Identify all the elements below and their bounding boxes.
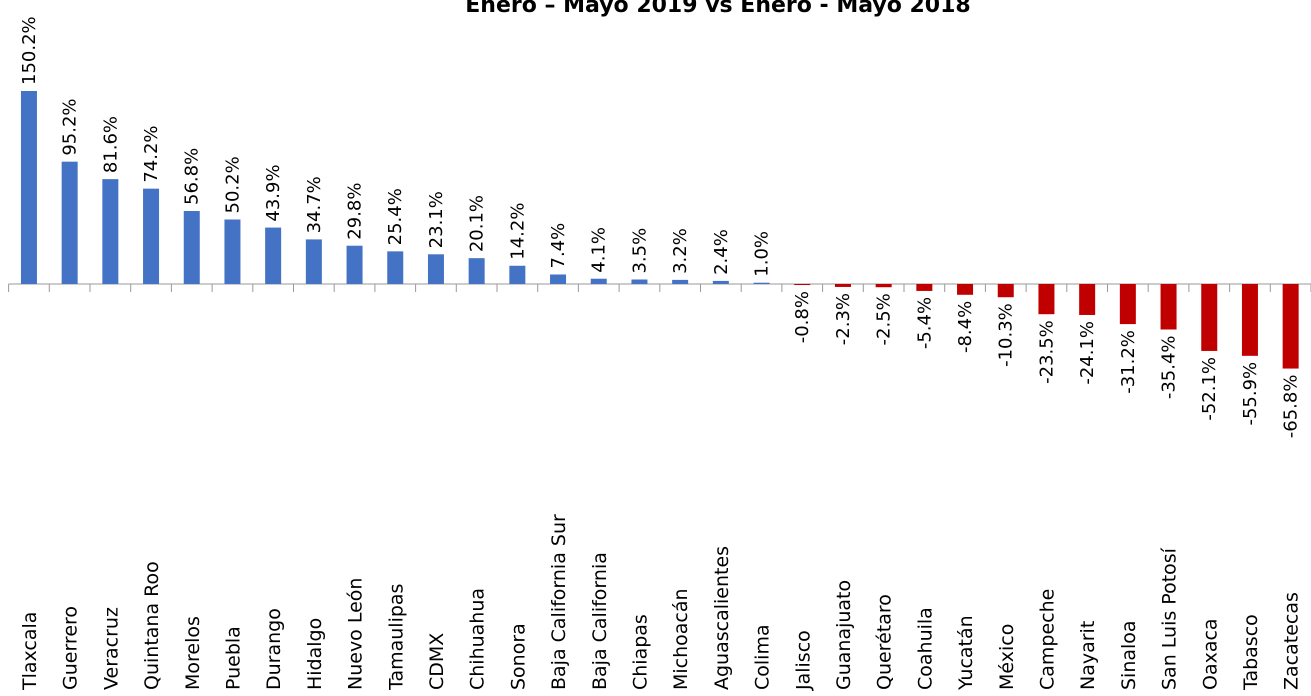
bar	[875, 284, 892, 288]
x-tick-label: Quintana Roo	[141, 561, 163, 690]
x-tick-label: Morelos	[182, 616, 204, 690]
value-label: 150.2%	[19, 16, 40, 85]
x-tick-label: Sonora	[507, 623, 529, 690]
bar	[61, 161, 78, 284]
x-tick-label: Tamaulipas	[385, 584, 407, 691]
bar	[305, 239, 322, 284]
bar	[387, 251, 404, 284]
x-tick-label: Veracruz	[100, 607, 122, 690]
value-label: 25.4%	[385, 188, 406, 245]
value-label: -55.9%	[1240, 362, 1261, 426]
value-label: 3.5%	[629, 228, 650, 274]
bar	[1282, 284, 1299, 369]
x-tick-label: México	[996, 624, 1018, 690]
x-tick-label: Sinaloa	[1118, 620, 1140, 690]
value-label: 2.4%	[711, 229, 732, 275]
value-label: 3.2%	[670, 228, 691, 274]
x-tick-label: Querétaro	[874, 594, 896, 690]
value-label: 14.2%	[507, 203, 528, 260]
x-tick-label: Tabasco	[1240, 614, 1262, 691]
bar	[1160, 284, 1177, 330]
x-tick-label: Oaxaca	[1199, 618, 1221, 690]
bar	[183, 211, 200, 284]
value-label: -2.5%	[874, 293, 895, 345]
value-label: -8.4%	[955, 301, 976, 353]
bar	[509, 265, 526, 284]
bar	[834, 284, 851, 287]
bar	[631, 279, 648, 284]
bar	[265, 227, 282, 284]
x-tick-label: Coahuila	[914, 607, 936, 690]
value-label: -31.2%	[1118, 330, 1139, 394]
x-tick-label: Guanajuato	[833, 580, 855, 690]
value-label: -5.4%	[914, 297, 935, 349]
value-label: -35.4%	[1159, 335, 1180, 399]
x-tick-label: CDMX	[426, 633, 448, 690]
bar	[224, 219, 241, 284]
x-tick-label: Durango	[263, 608, 285, 690]
bar	[1119, 284, 1136, 325]
bar	[753, 282, 770, 284]
value-label: -65.8%	[1281, 375, 1302, 439]
x-tick-label: Yucatán	[955, 615, 977, 691]
x-tick-label: Chiapas	[629, 614, 651, 690]
bar	[102, 179, 119, 284]
bar	[672, 279, 689, 284]
bar	[957, 284, 974, 295]
value-label: -0.8%	[792, 291, 813, 343]
bar	[916, 284, 933, 291]
value-label: -24.1%	[1077, 321, 1098, 385]
x-tick-label: San Luis Potosí	[1159, 547, 1181, 690]
x-tick-label: Hidalgo	[304, 618, 326, 690]
bar	[794, 284, 811, 286]
value-label: 81.6%	[100, 116, 121, 173]
x-tick-label: Tlaxcala	[19, 612, 41, 691]
value-label: -23.5%	[1036, 320, 1057, 384]
value-label: -2.3%	[833, 293, 854, 345]
value-label: -52.1%	[1199, 357, 1220, 421]
value-label: 43.9%	[263, 164, 284, 221]
x-tick-label: Nuevo León	[345, 578, 367, 690]
bar	[997, 284, 1014, 298]
x-tick-label: Michoacán	[670, 588, 692, 690]
value-label: 74.2%	[141, 125, 162, 182]
value-label: 50.2%	[222, 156, 243, 213]
value-label: -10.3%	[996, 303, 1017, 367]
bar	[1079, 284, 1096, 315]
x-tick-label: Colima	[752, 624, 774, 690]
x-tick-label: Chihuahua	[467, 588, 489, 690]
x-tick-label: Nayarit	[1077, 621, 1099, 690]
bar	[468, 258, 485, 284]
bar	[143, 188, 160, 284]
value-label: 34.7%	[304, 176, 325, 233]
value-label: 20.1%	[467, 195, 488, 252]
x-tick-label: Puebla	[222, 626, 244, 690]
bar	[1241, 284, 1258, 356]
x-tick-label: Guerrero	[60, 606, 82, 690]
chart-title: Enero – Mayo 2019 vs Enero - Mayo 2018	[465, 0, 970, 18]
bar	[712, 280, 729, 284]
x-tick-label: Campeche	[1036, 589, 1058, 690]
x-tick-label: Baja California Sur	[548, 514, 570, 690]
value-label: 23.1%	[426, 191, 447, 248]
bar	[427, 254, 444, 284]
bar	[550, 274, 567, 284]
bar	[1038, 284, 1055, 315]
x-tick-label: Baja California	[589, 552, 611, 690]
x-tick-label: Zacatecas	[1281, 592, 1303, 690]
bar	[1201, 284, 1218, 351]
value-label: 56.8%	[182, 148, 203, 205]
value-label: 29.8%	[345, 183, 366, 240]
bar	[590, 278, 607, 284]
bar	[346, 245, 363, 284]
value-label: 7.4%	[548, 223, 569, 269]
value-label: 4.1%	[589, 227, 610, 273]
value-label: 95.2%	[60, 98, 81, 155]
x-tick-label: Jalisco	[792, 630, 814, 691]
bar	[20, 90, 37, 284]
value-label: 1.0%	[752, 231, 773, 277]
x-tick-label: Aguascalientes	[711, 546, 733, 690]
